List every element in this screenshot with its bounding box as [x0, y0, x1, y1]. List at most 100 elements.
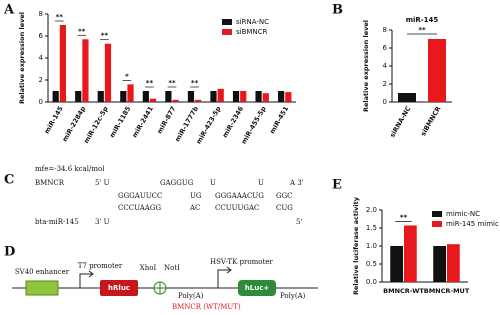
mirna-label: bta-miR-145: [35, 218, 79, 226]
chart-title: miR-145: [406, 16, 439, 24]
y-tick-label: 2.0: [366, 206, 377, 214]
significance: **: [418, 26, 426, 34]
bar: [210, 91, 217, 102]
seq: 5' U: [95, 179, 110, 187]
bar: [149, 98, 157, 102]
significance: **: [400, 213, 408, 221]
label: SV40 enhancer: [15, 268, 70, 276]
legend-swatch: [432, 221, 442, 227]
bar: [187, 91, 195, 102]
label: Poly(A): [280, 292, 306, 300]
bar: [262, 93, 269, 102]
bar: [447, 244, 460, 282]
seq: CCUUUGAC: [215, 204, 259, 212]
bar: [255, 91, 262, 102]
significance: **: [78, 27, 86, 35]
significance: **: [168, 79, 176, 87]
bar: [278, 91, 285, 102]
x-tick-label: siRNA-NC: [388, 105, 412, 139]
label: BMNCR (WT/MUT): [172, 303, 241, 311]
y-tick-label: 6: [383, 44, 388, 52]
panel-label: D: [4, 245, 15, 260]
significance: **: [56, 13, 64, 21]
bar: [285, 92, 292, 102]
y-axis-label: Relative expression level: [18, 12, 26, 104]
label: NotI: [164, 264, 180, 272]
legend-swatch: [222, 29, 232, 35]
bar: [59, 25, 66, 102]
y-tick-label: 0.0: [366, 278, 377, 286]
panel-d: D SV40 enhancer T7 promoter hRluc XhoI N…: [4, 245, 318, 311]
y-tick-label: 1.0: [366, 242, 377, 250]
x-tick-label: miR-2346: [221, 105, 246, 140]
x-tick-label: miR-1185: [108, 105, 133, 140]
seq: GGGAUUCC: [118, 192, 162, 200]
site-icon: [154, 282, 166, 294]
bar: [217, 88, 224, 102]
x-tick-label: siBMNCR: [419, 105, 442, 137]
panel-label: E: [332, 178, 342, 193]
legend-swatch: [222, 19, 232, 25]
seq: GGC: [276, 192, 293, 200]
legend-swatch: [432, 211, 442, 217]
x-tick-label: miR-145: [43, 105, 65, 136]
panel-label: A: [3, 3, 15, 18]
legend-label: mimic-NC: [446, 210, 480, 218]
sv40-box: [25, 280, 59, 296]
seq: U: [258, 179, 264, 187]
bar: [82, 39, 89, 102]
bar: [433, 246, 446, 282]
x-tick-label: BMNCR-MUT: [424, 287, 470, 295]
y-axis-label: Relative expression level: [362, 20, 370, 112]
seq: GAGGUG: [160, 179, 194, 187]
seq: UG: [190, 192, 202, 200]
y-tick-label: 0: [39, 98, 43, 106]
bar: [195, 99, 202, 102]
label: Poly(A): [178, 292, 204, 300]
bar: [240, 91, 247, 102]
label: XhoI: [140, 264, 157, 272]
x-tick-label: miR-877: [155, 105, 177, 135]
x-tick-label: miR-2441: [131, 105, 156, 140]
y-tick-label: 2: [39, 76, 43, 84]
y-tick-label: 6: [39, 32, 44, 40]
y-tick-label: 2: [383, 80, 387, 88]
x-tick-label: BMNCR-WT: [383, 287, 424, 295]
legend-label: siRNA-NC: [236, 18, 269, 26]
promoter-arrow: [79, 270, 94, 288]
legend-label: siBMNCR: [236, 28, 268, 36]
significance: **: [191, 79, 199, 87]
bar: [404, 225, 417, 282]
hluc-box: [238, 280, 276, 296]
bar: [75, 91, 82, 102]
seq: 3' U: [95, 218, 110, 226]
hrluc-box: [100, 280, 138, 296]
y-tick-label: 0: [383, 98, 387, 106]
bar: [398, 93, 416, 102]
significance: **: [146, 79, 154, 87]
legend-label: miR-145 mimic: [446, 220, 499, 228]
y-tick-label: 0.5: [366, 260, 377, 268]
seq: A 3': [289, 179, 304, 187]
label: hLuc+: [245, 284, 270, 292]
panel-label: B: [332, 3, 343, 18]
seq: CUG: [276, 204, 293, 212]
significance: *: [125, 72, 129, 80]
bar: [104, 43, 112, 102]
seq: CCCUAAGG: [118, 204, 161, 212]
seq: GGGAAACUG: [215, 192, 264, 200]
panel-c: C mfe=-34.6 kcal/mol BMNCR bta-miR-145 5…: [4, 165, 304, 226]
rna-label: BMNCR: [35, 179, 65, 187]
y-tick-label: 1.5: [366, 224, 377, 232]
bar: [142, 91, 149, 102]
seq: 5': [296, 218, 302, 226]
y-axis-label: Relative luciferase activity: [352, 196, 360, 295]
seq: U: [210, 179, 216, 187]
y-tick-label: 4: [383, 62, 388, 70]
y-tick-label: 8: [383, 26, 387, 34]
bar: [127, 84, 134, 102]
bar: [232, 91, 240, 102]
panel-label: C: [4, 173, 14, 188]
y-tick-label: 4: [39, 54, 44, 62]
